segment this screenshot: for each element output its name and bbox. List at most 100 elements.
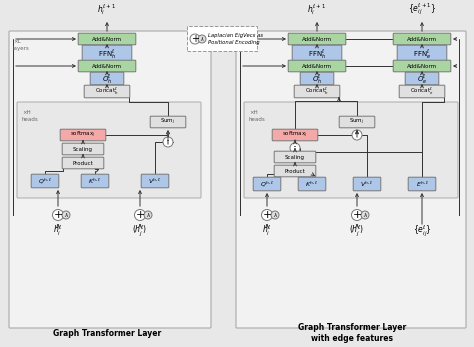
Text: ·: · [355, 128, 359, 142]
Text: Scaling: Scaling [285, 154, 305, 160]
Text: Scaling: Scaling [73, 146, 93, 152]
Text: $h_i^{\ell+1}$: $h_i^{\ell+1}$ [308, 2, 327, 17]
Text: $\{e_{ij}^{\ell+1}\}$: $\{e_{ij}^{\ell+1}\}$ [408, 1, 436, 17]
Circle shape [144, 211, 152, 219]
Text: $h_i^\ell$: $h_i^\ell$ [53, 224, 63, 238]
Text: ×L
layers: ×L layers [13, 39, 30, 51]
Text: +: + [191, 34, 199, 44]
FancyBboxPatch shape [253, 177, 281, 191]
Text: λ: λ [273, 212, 277, 218]
FancyBboxPatch shape [90, 72, 124, 85]
Circle shape [163, 137, 173, 147]
Text: ·: · [166, 135, 170, 149]
FancyBboxPatch shape [393, 60, 451, 72]
Text: Sum$_j$: Sum$_j$ [160, 117, 176, 127]
Circle shape [198, 35, 206, 43]
FancyBboxPatch shape [236, 31, 466, 328]
Text: $K^{h,\ell}$: $K^{h,\ell}$ [305, 179, 319, 189]
FancyBboxPatch shape [81, 174, 109, 188]
FancyBboxPatch shape [17, 102, 201, 198]
Text: FFN$_h^\ell$: FFN$_h^\ell$ [308, 47, 326, 60]
FancyBboxPatch shape [62, 143, 104, 155]
Text: Add&Norm: Add&Norm [407, 64, 437, 68]
FancyBboxPatch shape [300, 72, 334, 85]
FancyBboxPatch shape [353, 177, 381, 191]
Text: ×H
heads: ×H heads [249, 110, 266, 121]
Circle shape [190, 34, 200, 44]
FancyBboxPatch shape [78, 60, 136, 72]
Text: $h_i^\ell$: $h_i^\ell$ [262, 224, 272, 238]
FancyBboxPatch shape [9, 31, 211, 328]
FancyBboxPatch shape [292, 45, 342, 62]
FancyBboxPatch shape [187, 26, 257, 51]
Text: ×H
heads: ×H heads [22, 110, 39, 121]
Text: Concat$_e^\ell$: Concat$_e^\ell$ [410, 86, 434, 97]
Text: FFN$_e^\ell$: FFN$_e^\ell$ [413, 47, 431, 60]
Circle shape [62, 211, 70, 219]
FancyBboxPatch shape [31, 174, 59, 188]
Text: $E^{h,\ell}$: $E^{h,\ell}$ [416, 179, 428, 189]
Text: Graph Transformer Layer: Graph Transformer Layer [53, 329, 161, 338]
FancyBboxPatch shape [78, 33, 136, 45]
Text: λ: λ [201, 36, 203, 42]
Circle shape [361, 211, 369, 219]
Text: $Q^{h,\ell}$: $Q^{h,\ell}$ [260, 179, 274, 189]
Text: Add&Norm: Add&Norm [407, 36, 437, 42]
FancyBboxPatch shape [62, 157, 104, 169]
FancyBboxPatch shape [272, 129, 318, 141]
Text: $K^{h,\ell}$: $K^{h,\ell}$ [89, 176, 101, 186]
Text: Add&Norm: Add&Norm [92, 64, 122, 68]
Text: softmax$_j$: softmax$_j$ [70, 130, 96, 140]
Text: Add&Norm: Add&Norm [302, 36, 332, 42]
Text: Add&Norm: Add&Norm [302, 64, 332, 68]
Text: ×L
layers: ×L layers [240, 39, 257, 51]
FancyBboxPatch shape [82, 45, 132, 62]
FancyBboxPatch shape [60, 129, 106, 141]
FancyBboxPatch shape [298, 177, 326, 191]
Text: $Q^{h,\ell}$: $Q^{h,\ell}$ [38, 176, 52, 186]
Text: $(h_j^\ell)$: $(h_j^\ell)$ [132, 223, 147, 238]
Text: Concat$_h^\ell$: Concat$_h^\ell$ [95, 86, 119, 97]
Text: FFN$_h^\ell$: FFN$_h^\ell$ [98, 47, 116, 60]
Text: $V^{h,\ell}$: $V^{h,\ell}$ [360, 179, 374, 189]
Text: $h_i^{\ell+1}$: $h_i^{\ell+1}$ [98, 2, 117, 17]
FancyBboxPatch shape [399, 85, 445, 98]
Text: +: + [352, 210, 362, 220]
Text: λ: λ [64, 212, 68, 218]
FancyBboxPatch shape [294, 85, 340, 98]
FancyBboxPatch shape [274, 151, 316, 163]
Text: Product: Product [284, 169, 305, 174]
Text: λ: λ [146, 212, 150, 218]
Text: λ: λ [364, 212, 366, 218]
Circle shape [135, 210, 146, 220]
Text: $O_e^\ell$: $O_e^\ell$ [417, 72, 427, 85]
Text: Graph Transformer Layer
with edge features: Graph Transformer Layer with edge featur… [298, 323, 406, 343]
Text: $(h_j^\ell)$: $(h_j^\ell)$ [349, 223, 365, 238]
FancyBboxPatch shape [84, 85, 130, 98]
Circle shape [290, 143, 300, 153]
FancyBboxPatch shape [339, 116, 375, 128]
Text: $V^{h,\ell}$: $V^{h,\ell}$ [148, 176, 162, 186]
Text: +: + [135, 210, 145, 220]
Text: $O_h^\ell$: $O_h^\ell$ [102, 72, 112, 85]
Circle shape [352, 130, 362, 140]
Text: +: + [262, 210, 272, 220]
FancyBboxPatch shape [393, 33, 451, 45]
Text: softmax$_j$: softmax$_j$ [283, 130, 308, 140]
FancyBboxPatch shape [244, 102, 458, 198]
Text: Concat$_h^\ell$: Concat$_h^\ell$ [305, 86, 329, 97]
Text: $\{e_{ij}^\ell\}$: $\{e_{ij}^\ell\}$ [413, 223, 431, 238]
FancyBboxPatch shape [288, 33, 346, 45]
FancyBboxPatch shape [405, 72, 439, 85]
Text: Add&Norm: Add&Norm [92, 36, 122, 42]
Circle shape [352, 210, 363, 220]
FancyBboxPatch shape [274, 165, 316, 177]
FancyBboxPatch shape [141, 174, 169, 188]
Text: Sum$_j$: Sum$_j$ [349, 117, 365, 127]
FancyBboxPatch shape [288, 60, 346, 72]
Text: $O_h^\ell$: $O_h^\ell$ [312, 72, 322, 85]
FancyBboxPatch shape [150, 116, 186, 128]
FancyBboxPatch shape [397, 45, 447, 62]
FancyBboxPatch shape [408, 177, 436, 191]
Text: Laplacian EigVecs as
Positional Encoding: Laplacian EigVecs as Positional Encoding [208, 33, 263, 45]
